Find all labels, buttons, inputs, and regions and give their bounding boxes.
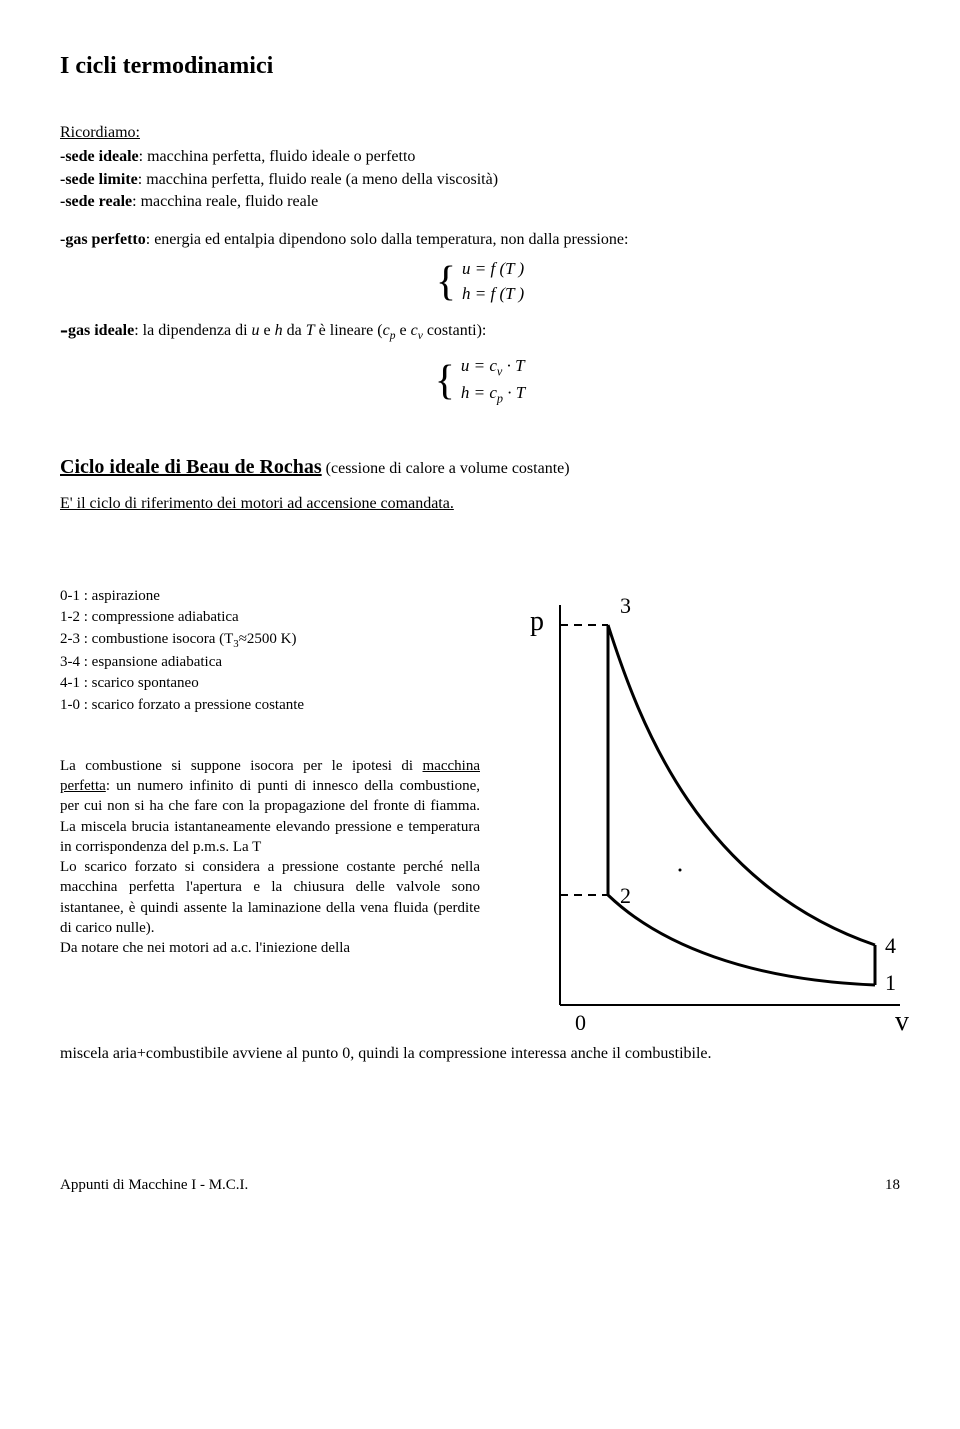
beau-note: E' il ciclo di riferimento dei motori ad… (60, 493, 454, 515)
axis-p-label: p (530, 606, 544, 637)
chart-label-0: 0 (575, 1010, 586, 1035)
page-footer: Appunti di Macchine I - M.C.I. 18 (60, 1175, 900, 1195)
phase-12: 1-2 : compressione adiabatica (60, 607, 480, 627)
phase-list: 0-1 : aspirazione 1-2 : compressione adi… (60, 586, 480, 715)
phase-23: 2-3 : combustione isocora (T3≈2500 K) (60, 629, 480, 652)
phase-41: 4-1 : scarico spontaneo (60, 673, 480, 693)
chart-label-1: 1 (885, 970, 896, 995)
gas-ideale-desc-c: è lineare ( (315, 322, 383, 339)
gas-ideale-desc-a: : la dipendenza di (134, 322, 251, 339)
eq1-line2: h = f (T ) (462, 283, 524, 306)
paragraph-1: La combustione si suppone isocora per le… (60, 756, 480, 857)
brace-icon-2: { (435, 360, 455, 402)
eq2-l1-tail: · T (502, 356, 524, 375)
axis-v-label: v (895, 1006, 909, 1035)
chart-label-4: 4 (885, 933, 896, 958)
def-reale-term: sede reale (65, 193, 132, 210)
def-gas-ideale: -gas ideale: la dipendenza di u e h da T… (60, 314, 900, 346)
beau-sub: (cessione di calore a volume costante) (322, 460, 570, 477)
def-ideale-desc: : macchina perfetta, fluido ideale o per… (139, 148, 416, 165)
paragraph-2: Lo scarico forzato si considera a pressi… (60, 857, 480, 938)
eq2-l2-tail: · T (503, 383, 525, 402)
gas-ideale-term: gas ideale (68, 322, 134, 339)
def-reale-desc: : macchina reale, fluido reale (132, 193, 318, 210)
gas-perfetto-desc: : energia ed entalpia dipendono solo dal… (146, 231, 629, 248)
page-title: I cicli termodinamici (60, 50, 900, 82)
equation-2: { u = cv · T h = cp · T (60, 353, 900, 409)
eq2-l1: u = c (461, 356, 497, 375)
def-gas-perfetto: -gas perfetto: energia ed entalpia dipen… (60, 229, 900, 251)
eq2-l2: h = c (461, 383, 497, 402)
footer-page-number: 18 (885, 1175, 900, 1195)
gas-ideale-desc-b: da (283, 322, 306, 339)
footer-left: Appunti di Macchine I - M.C.I. (60, 1175, 248, 1195)
beau-title: Ciclo ideale di Beau de Rochas (60, 456, 322, 478)
def-ideale: -sede ideale: macchina perfetta, fluido … (60, 146, 900, 168)
pv-chart-svg: p v 3 2 4 1 0 (500, 585, 920, 1035)
def-limite-term: sede limite (65, 171, 137, 188)
pv-diagram: p v 3 2 4 1 0 (500, 585, 920, 1035)
equation-1: { u = f (T ) h = f (T ) (60, 256, 900, 308)
paragraph-final: miscela aria+combustibile avviene al pun… (60, 1043, 900, 1065)
para1-a: La combustione si suppone isocora per le… (60, 758, 423, 774)
brace-icon: { (436, 261, 456, 303)
phase-01: 0-1 : aspirazione (60, 586, 480, 606)
phase-10: 1-0 : scarico forzato a pressione costan… (60, 695, 480, 715)
eq1-line1: u = f (T ) (462, 258, 524, 281)
phase-34: 3-4 : espansione adiabatica (60, 652, 480, 672)
def-limite: -sede limite: macchina perfetta, fluido … (60, 169, 900, 191)
para1-b: : un numero infinito di punti di innesco… (60, 778, 480, 855)
def-limite-desc: : macchina perfetta, fluido reale (a men… (138, 171, 498, 188)
recall-label: Ricordiamo: (60, 122, 900, 144)
chart-label-3: 3 (620, 593, 631, 618)
section-beau: Ciclo ideale di Beau de Rochas (cessione… (60, 454, 900, 481)
def-reale: -sede reale: macchina reale, fluido real… (60, 191, 900, 213)
chart-label-2: 2 (620, 883, 631, 908)
gas-perfetto-term: gas perfetto (65, 231, 145, 248)
paragraph-3: Da notare che nei motori ad a.c. l'iniez… (60, 938, 480, 958)
def-ideale-term: sede ideale (65, 148, 138, 165)
gas-ideale-desc-d: costanti): (423, 322, 487, 339)
